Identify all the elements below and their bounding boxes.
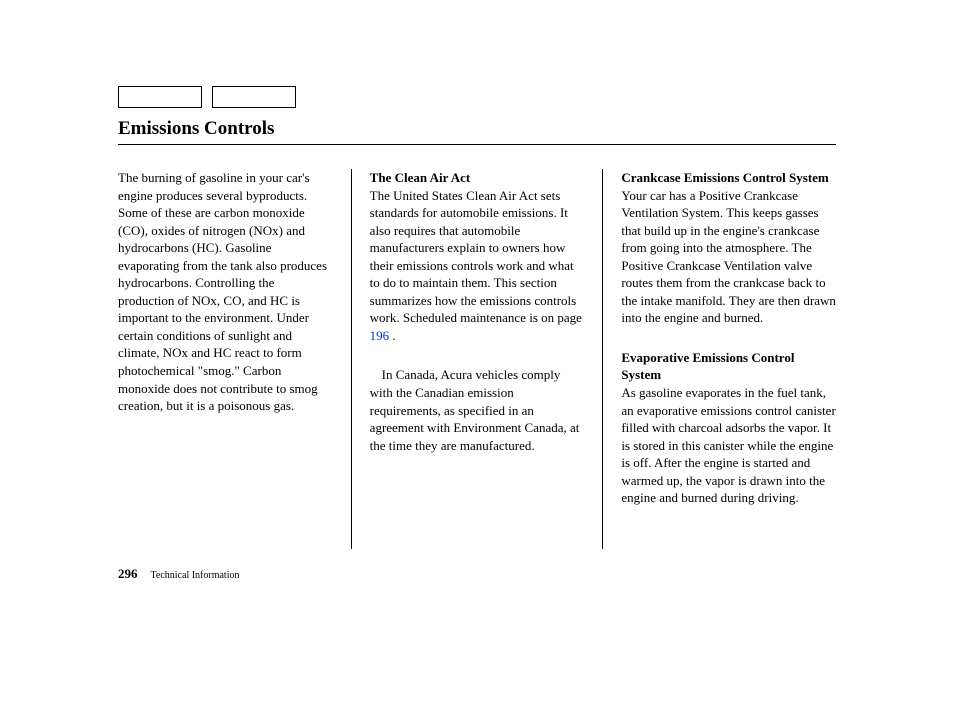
col3-block-2: Evaporative Emissions Control System As … <box>621 349 836 507</box>
column-2: The Clean Air Act The United States Clea… <box>351 169 603 549</box>
document-page: Emissions Controls The burning of gasoli… <box>0 0 954 710</box>
crankcase-heading: Crankcase Emissions Control System <box>621 170 828 185</box>
col2-p2: In Canada, Acura vehicles comply with th… <box>370 366 585 454</box>
col3-p2: As gasoline evaporates in the fuel tank,… <box>621 385 835 505</box>
content-columns: The burning of gasoline in your car's en… <box>118 169 836 549</box>
section-label: Technical Information <box>151 570 240 581</box>
evap-heading: Evaporative Emissions Control System <box>621 350 794 383</box>
nav-box-prev[interactable] <box>118 86 202 108</box>
spacer <box>370 350 585 366</box>
title-bar: Emissions Controls <box>118 118 836 145</box>
nav-box-row <box>118 86 836 108</box>
page-footer: 296 Technical Information <box>118 566 239 582</box>
spacer <box>621 333 836 349</box>
col3-block-1: Crankcase Emissions Control System Your … <box>621 169 836 327</box>
page-title: Emissions Controls <box>118 118 836 140</box>
col2-block-1: The Clean Air Act The United States Clea… <box>370 169 585 344</box>
clean-air-act-heading: The Clean Air Act <box>370 170 471 185</box>
col2-p1-a: The United States Clean Air Act sets sta… <box>370 188 582 326</box>
column-1: The burning of gasoline in your car's en… <box>118 169 351 549</box>
col3-p1: Your car has a Positive Crankcase Ventil… <box>621 188 836 326</box>
col1-paragraph: The burning of gasoline in your car's en… <box>118 169 333 415</box>
column-3: Crankcase Emissions Control System Your … <box>602 169 836 549</box>
page-number: 296 <box>118 566 138 581</box>
col2-p1-b: . <box>389 328 396 343</box>
nav-box-next[interactable] <box>212 86 296 108</box>
page-link-196[interactable]: 196 <box>370 328 390 343</box>
